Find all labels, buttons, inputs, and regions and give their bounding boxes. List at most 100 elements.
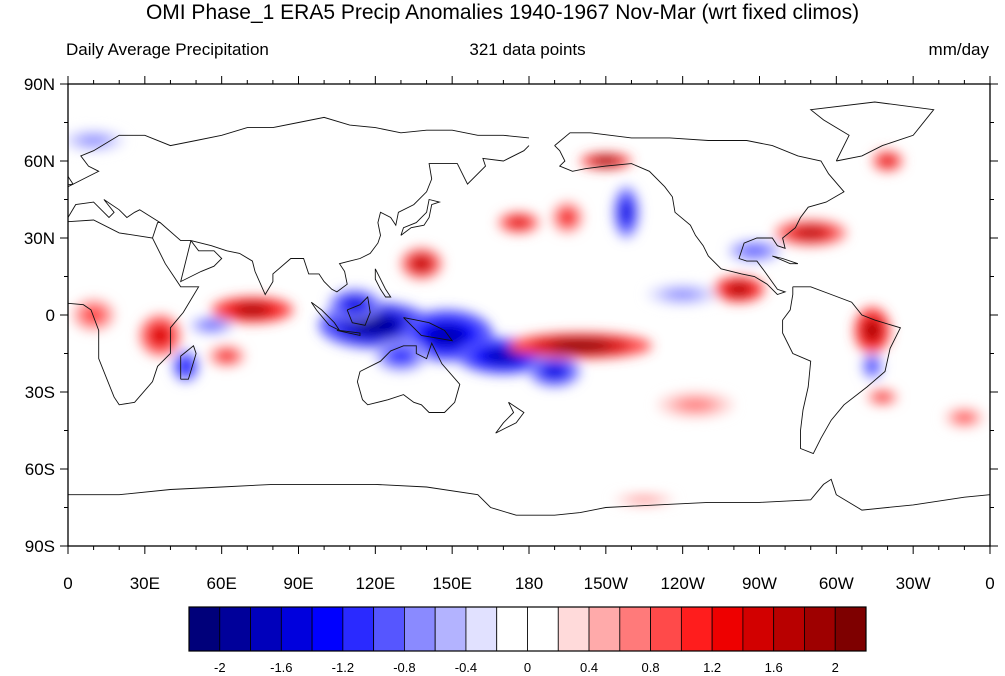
- colorbar-label: -1.2: [332, 660, 354, 675]
- colorbar-swatch: [373, 606, 405, 652]
- lon-tick-label: 120E: [355, 574, 395, 593]
- anomaly-region: [875, 393, 889, 401]
- colorbar-swatch: [496, 606, 528, 652]
- center-subtitle: 321 data points: [469, 40, 586, 59]
- coastlines: [68, 101, 990, 516]
- colorbar-swatch: [250, 606, 282, 652]
- anomaly-region: [80, 136, 107, 145]
- lon-tick-label: 120W: [660, 574, 704, 593]
- colorbar-swatch: [557, 606, 590, 652]
- lon-tick-label: 60E: [207, 574, 237, 593]
- colorbar: [188, 606, 867, 652]
- colorbar-swatch: [650, 606, 682, 652]
- colorbar-swatch: [588, 606, 621, 652]
- lat-tick-label: 90N: [24, 75, 55, 94]
- coastline: [68, 175, 74, 186]
- anomaly-region: [202, 322, 221, 329]
- coastline: [400, 198, 442, 236]
- anomaly-region: [219, 351, 235, 361]
- lat-tick-label: 60S: [25, 460, 55, 479]
- colorbar-swatch: [404, 606, 436, 652]
- anomaly-region: [955, 413, 973, 422]
- lon-tick-label: 0: [985, 574, 994, 593]
- coastline: [68, 116, 530, 188]
- longitude-labels: 0 30E 60E 90E 120E 150E 180 150W 120W 90W 60W 30W 0: [63, 574, 994, 593]
- map-background: [68, 84, 990, 546]
- anomaly-region: [595, 157, 617, 165]
- anomaly-region: [560, 210, 574, 224]
- coastline: [809, 101, 935, 162]
- anomaly-region: [351, 315, 399, 335]
- lon-tick-label: 150E: [432, 574, 472, 593]
- anomaly-region: [743, 246, 766, 256]
- anomaly-blobs: [68, 130, 985, 505]
- anomaly-region: [550, 340, 611, 352]
- anomaly-region: [881, 156, 895, 166]
- colorbar-swatch: [342, 606, 375, 652]
- coastline: [336, 329, 361, 337]
- coastline: [782, 286, 902, 455]
- anomaly-region: [620, 201, 632, 224]
- map-title: OMI Phase_1 ERA5 Precip Anomalies 1940-1…: [145, 1, 860, 24]
- colorbar-swatch: [434, 606, 467, 652]
- units-label: mm/day: [928, 40, 989, 59]
- anomaly-region: [344, 298, 366, 312]
- lon-tick-label: 150W: [584, 574, 628, 593]
- axis-ticks: [60, 76, 998, 554]
- colorbar-label: -0.8: [393, 660, 415, 675]
- anomaly-region: [484, 348, 523, 364]
- lat-tick-label: 0: [46, 306, 55, 325]
- colorbar-swatch: [711, 606, 744, 652]
- lon-tick-label: 30W: [896, 574, 931, 593]
- anomaly-region: [180, 359, 192, 373]
- coastline: [346, 296, 371, 326]
- colorbar-swatch: [834, 606, 867, 652]
- anomaly-region: [679, 399, 712, 411]
- colorbar-swatch: [773, 606, 805, 652]
- colorbar-swatch: [742, 606, 775, 652]
- anomaly-region: [510, 218, 528, 227]
- anomaly-region: [390, 349, 412, 363]
- lon-tick-label: 0: [63, 574, 72, 593]
- coastline: [68, 478, 990, 516]
- anomaly-region: [667, 290, 698, 299]
- coastline: [772, 255, 799, 265]
- left-subtitle: Daily Average Precipitation: [66, 40, 269, 59]
- coastline: [180, 345, 197, 380]
- lon-tick-label: 180: [515, 574, 543, 593]
- colorbar-label: 2: [832, 660, 839, 675]
- anomaly-region: [427, 324, 467, 347]
- anomaly-field: [68, 130, 985, 505]
- colorbar-label: -2: [214, 660, 226, 675]
- coastline: [356, 342, 461, 413]
- colorbar-labels: -2 -1.6 -1.2 -0.8 -0.4 0 0.4 0.8 1.2 1.6 2: [214, 660, 839, 675]
- lat-tick-label: 90S: [25, 537, 55, 556]
- colorbar-label: -1.6: [270, 660, 292, 675]
- anomaly-region: [85, 308, 103, 322]
- anomaly-region: [631, 497, 658, 502]
- anomaly-region: [543, 364, 566, 378]
- colorbar-label: 1.6: [765, 660, 783, 675]
- anomaly-region: [795, 227, 826, 239]
- coastline: [495, 401, 525, 434]
- colorbar-swatch: [465, 606, 498, 652]
- latitude-labels: 90N 60N 30N 0 30S 60S 90S: [24, 75, 55, 556]
- colorbar-label: 0.8: [642, 660, 660, 675]
- coastline: [68, 186, 161, 223]
- colorbar-swatch: [219, 606, 251, 652]
- lon-tick-label: 90E: [283, 574, 313, 593]
- colorbar-frame: [188, 606, 867, 652]
- colorbar-label: 0.4: [580, 660, 598, 675]
- anomaly-region: [151, 326, 169, 345]
- anomaly-region: [864, 320, 880, 341]
- anomaly-region: [728, 283, 750, 295]
- colorbar-label: -0.4: [455, 660, 477, 675]
- anomaly-region: [235, 304, 270, 316]
- colorbar-swatch: [619, 606, 651, 652]
- lon-tick-label: 90W: [742, 574, 777, 593]
- colorbar-swatch: [680, 606, 713, 652]
- lat-tick-label: 60N: [24, 152, 55, 171]
- colorbar-swatch: [527, 606, 559, 652]
- lat-tick-label: 30S: [25, 383, 55, 402]
